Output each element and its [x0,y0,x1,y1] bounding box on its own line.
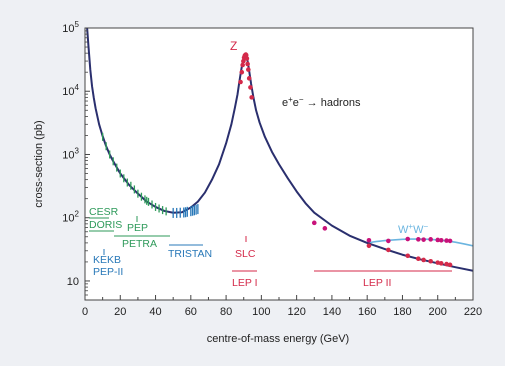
y-tick-label: 102 [62,210,79,225]
lep2-point [435,237,441,243]
x-axis-label: centre-of-mass energy (GeV) [207,333,349,345]
annotation-pep: PEP [127,222,148,234]
lep2-point [416,237,421,242]
z-peak-point [240,62,245,68]
lep2-hadron-point [447,262,453,268]
annotation-lep1: LEP I [232,277,258,289]
x-tick-label: 0 [82,306,88,318]
y-tick-label: 105 [62,20,79,35]
lep2-hadron-point [386,247,391,253]
plot-content [86,28,473,272]
lep2-point [447,238,453,244]
ww-label: W+W− [398,222,428,236]
ticks-layer: 0 20 40 60 80 100 120 140 160 180 200 220 105 104 103 1… [62,20,482,318]
z-peak-point [244,56,250,61]
x-tick-label: 220 [464,306,482,318]
lep2-point [322,226,328,231]
x-tick-label: 200 [429,306,447,318]
annotation-tristan: TRISTAN [168,248,212,260]
z-peak-point [238,79,243,85]
annotation-lep2: LEP II [363,277,391,289]
lep2-point [311,220,317,226]
lep2-point [421,237,426,242]
z-peak-point [239,69,245,75]
y-tick-label: 103 [62,146,79,161]
annotation-doris: DORIS [89,219,122,231]
z-peak-point [241,58,246,64]
lep2-hadron-point [444,261,449,267]
lep2-hadron-point [366,243,372,249]
annotation-petra: PETRA [122,238,157,250]
lep2-point [428,237,433,242]
annotation-cesr: CESR [89,206,119,218]
lep2-hadron-point [421,257,426,263]
lep2-point [444,238,449,243]
lep2-point [438,237,444,243]
lep2-hadron-point [438,261,444,266]
y-axis-label: cross-section (pb) [33,120,45,207]
lep2-point [366,237,372,243]
annotation-kekb: KEKB [93,254,121,266]
x-tick-label: 120 [287,306,305,318]
lep2-hadron-point [435,260,441,265]
x-tick-label: 140 [323,306,341,318]
annotation-pep-ii: PEP-II [93,266,123,278]
x-tick-label: 160 [358,306,376,318]
y-tick-label: 104 [62,83,79,98]
z-peak-point [248,85,253,90]
lep2-point [386,238,391,244]
lep2-hadron-point [405,253,411,259]
annotation-slc: SLC [235,248,256,260]
z-peak-point [249,95,254,100]
x-tick-label: 180 [393,306,411,318]
z-peak-point [245,61,250,67]
experiment-annotations: CESR DORIS PEP PETRA KEKB PEP-II TRISTAN… [89,206,452,289]
x-tick-label: 100 [252,306,270,318]
z-peak-label: Z [230,39,237,53]
z-peak-point [246,67,251,72]
x-tick-label: 60 [185,306,197,318]
x-tick-label: 20 [114,306,126,318]
data-layer [86,28,473,272]
x-tick-label: 80 [220,306,232,318]
lep2-point [405,236,411,242]
lep2-hadron-point [416,256,421,261]
x-tick-label: 40 [149,306,161,318]
y-tick-label: 10 [67,276,79,288]
z-peak-point [246,76,252,81]
lep2-hadron-point [428,258,433,264]
process-label: e+e− → hadrons [282,95,361,109]
